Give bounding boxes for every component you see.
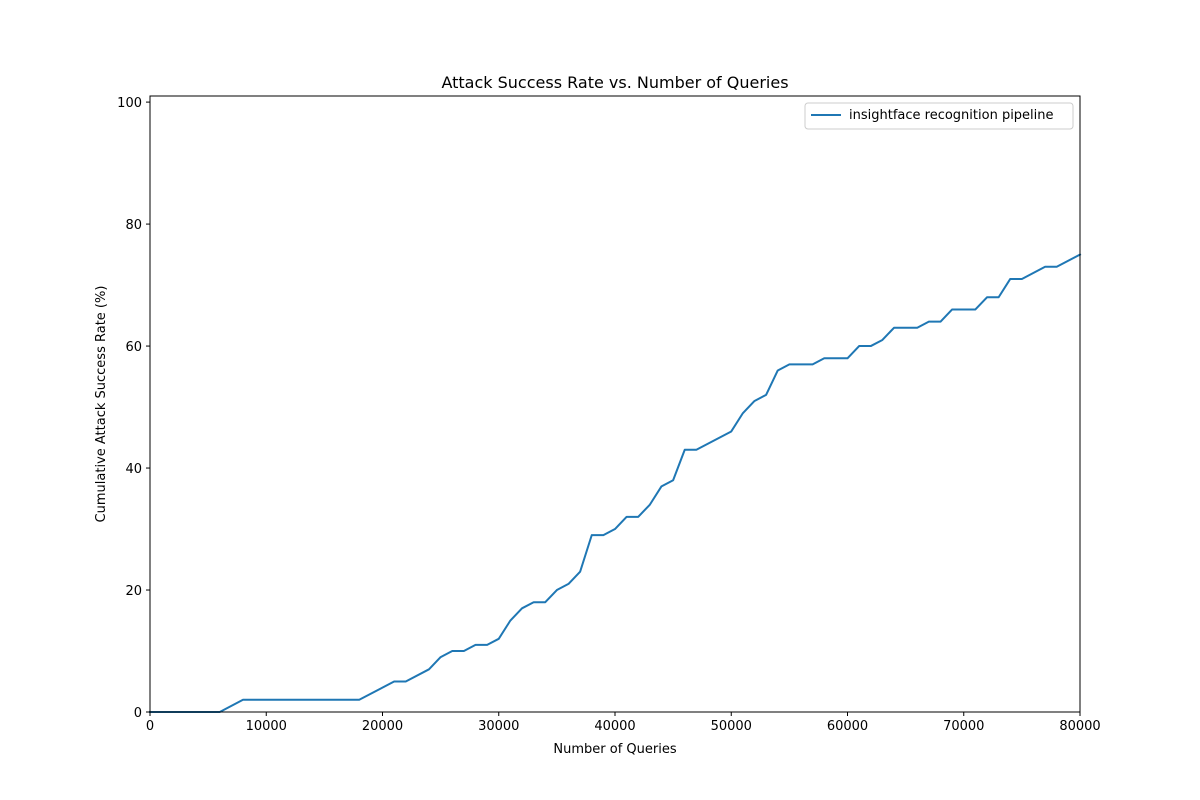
legend-box xyxy=(804,102,1074,130)
x-tick-label: 80000 xyxy=(1059,719,1100,734)
legend-label: insightface recognition pipeline xyxy=(849,108,1054,123)
x-tick-label: 0 xyxy=(146,719,154,734)
x-tick-label: 50000 xyxy=(711,719,752,734)
x-tick-label: 70000 xyxy=(943,719,984,734)
x-tick-label: 40000 xyxy=(594,719,635,734)
legend: insightface recognition pipeline xyxy=(804,102,1074,130)
y-tick-label: 20 xyxy=(125,584,142,599)
x-tick-label: 30000 xyxy=(478,719,519,734)
y-tick-label: 40 xyxy=(125,462,142,477)
x-tick-label: 10000 xyxy=(246,719,287,734)
y-tick-label: 60 xyxy=(125,340,142,355)
y-axis-title: Cumulative Attack Success Rate (%) xyxy=(94,286,109,523)
x-tick-label: 20000 xyxy=(362,719,403,734)
series-line-0 xyxy=(149,253,1082,713)
y-tick-label: 100 xyxy=(117,96,142,111)
y-tick-label: 0 xyxy=(134,706,142,721)
x-axis-title: Number of Queries xyxy=(553,742,676,757)
chart-title: Attack Success Rate vs. Number of Querie… xyxy=(441,73,788,92)
x-tick-label: 60000 xyxy=(827,719,868,734)
y-tick-label: 80 xyxy=(125,218,142,233)
